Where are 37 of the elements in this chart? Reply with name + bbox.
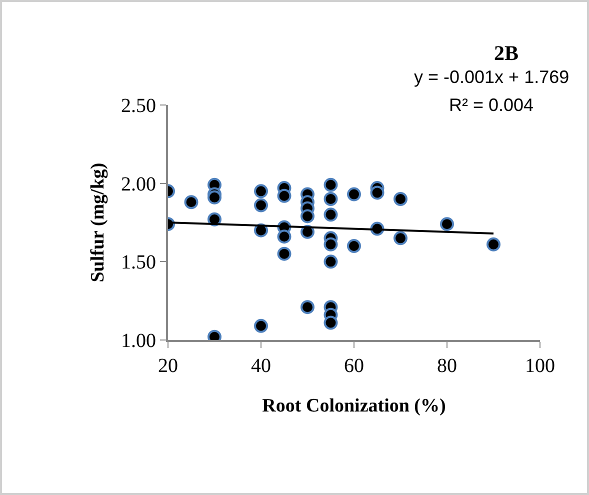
- point: [277, 230, 292, 244]
- y-tick-label: 1.50: [121, 252, 156, 274]
- point: [394, 192, 408, 206]
- point: [277, 246, 292, 261]
- chart-title: 2B: [494, 41, 519, 65]
- point: [370, 186, 384, 200]
- point: [300, 209, 314, 224]
- point: [324, 316, 338, 330]
- y-tick-label: 2.50: [121, 95, 156, 117]
- point: [486, 237, 500, 252]
- x-axis-title: Root Colonization (%): [262, 395, 446, 416]
- point: [254, 184, 268, 198]
- point: [440, 217, 454, 232]
- y-axis-title: Sulfur (mg/kg): [87, 162, 108, 282]
- point: [254, 318, 268, 333]
- x-tick-label: 20: [158, 355, 178, 377]
- point: [184, 195, 198, 210]
- y-tick-label: 1.00: [121, 330, 156, 352]
- point: [347, 239, 361, 253]
- x-tick-label: 40: [251, 355, 271, 377]
- point: [324, 192, 338, 206]
- y-tick-label: 2.00: [121, 173, 156, 196]
- point: [277, 188, 292, 203]
- point: [324, 254, 338, 269]
- x-tick-label: 80: [437, 355, 457, 377]
- point: [347, 187, 361, 202]
- point: [324, 237, 338, 252]
- point: [300, 300, 314, 314]
- point: [394, 231, 408, 246]
- point: [254, 198, 268, 212]
- point: [324, 178, 338, 192]
- point: [324, 208, 338, 222]
- point: [208, 190, 222, 204]
- text: y = -0.001x + 1.769: [414, 67, 570, 87]
- x-tick-label: 100: [525, 355, 555, 377]
- annotation: R² = 0.004: [449, 95, 534, 115]
- x-tick-label: 60: [344, 355, 364, 377]
